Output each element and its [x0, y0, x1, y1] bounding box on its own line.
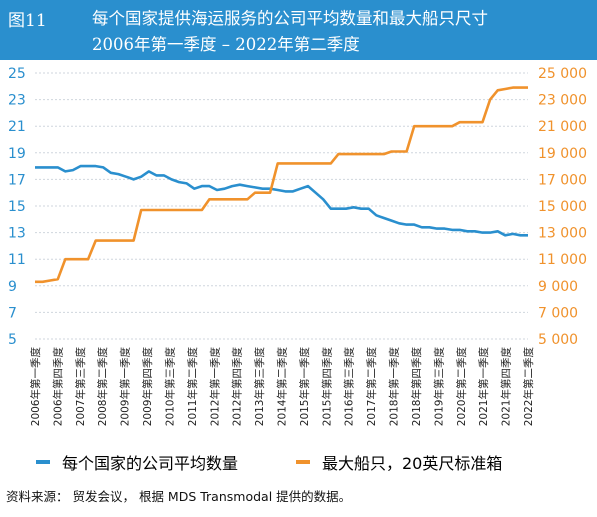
legend-item-companies: 每个国家的公司平均数量	[36, 450, 238, 474]
left-axis-tick-label: 25	[8, 66, 26, 82]
chart-title: 每个国家提供海运服务的公司平均数量和最大船只尺寸	[92, 9, 488, 28]
legend-swatch-ship-size	[296, 460, 310, 464]
grid-lines	[35, 72, 528, 340]
source-note: 资料来源： 贸发会议， 根据 MDS Transmodal 提供的数据。	[6, 489, 352, 504]
x-axis-tick-label: 2009年第四季度	[141, 347, 154, 427]
x-axis-tick-label: 2007年第三季度	[74, 347, 87, 427]
legend-swatch-companies	[36, 460, 50, 464]
left-axis-tick-label: 21	[8, 119, 26, 135]
x-axis-tick-label: 2021年第一季度	[477, 347, 490, 427]
left-axis-tick-label: 19	[8, 146, 26, 162]
x-axis-tick-label: 2022年第二季度	[522, 347, 535, 427]
x-axis-tick-label: 2009年第一季度	[119, 347, 132, 427]
x-axis-tick-label: 2014年第二季度	[276, 347, 289, 427]
right-axis-tick-label: 11 000	[538, 252, 587, 268]
legend-item-ship-size: 最大船只，20英尺标准箱	[296, 450, 502, 474]
left-axis-tick-label: 23	[8, 93, 26, 109]
left-axis-tick-label: 17	[8, 172, 26, 188]
right-axis-tick-label: 25 000	[538, 66, 587, 82]
x-axis-tick-label: 2018年第四季度	[410, 347, 423, 427]
series-line-ship-size	[35, 86, 528, 284]
x-axis-tick-label: 2012年第四季度	[231, 347, 244, 427]
x-axis-tick-label: 2012年第一季度	[208, 347, 221, 427]
x-axis-tick-label: 2015年第一季度	[298, 347, 311, 427]
x-axis-tick-label: 2018年第一季度	[388, 347, 401, 427]
x-axis-tick-label: 2015年第四季度	[320, 347, 333, 427]
left-axis-tick-label: 9	[8, 279, 17, 295]
left-axis-tick-label: 7	[8, 305, 17, 321]
line-chart: 5 7 9 11 13 15 17 19 21 23 25 5 000 7 000 9 000 11 00…	[8, 66, 587, 427]
series-line-companies	[35, 164, 528, 237]
right-axis-tick-label: 15 000	[538, 199, 587, 215]
left-axis-tick-label: 13	[8, 226, 26, 242]
right-axis-tick-label: 19 000	[538, 146, 587, 162]
right-axis-tick-label: 13 000	[538, 226, 587, 242]
x-axis-tick-label: 2011年第二季度	[186, 347, 199, 427]
x-axis-tick-label: 2010年第三季度	[163, 347, 176, 427]
x-axis-tick-label: 2006年第一季度	[29, 347, 42, 427]
x-axis-tick-label: 2013年第三季度	[253, 347, 266, 427]
x-axis-tick-label: 2008年第二季度	[96, 347, 109, 427]
legend-label-companies: 每个国家的公司平均数量	[62, 454, 239, 473]
right-axis-tick-label: 7 000	[538, 305, 578, 321]
legend: 每个国家的公司平均数量 最大船只，20英尺标准箱	[0, 446, 597, 476]
left-axis-tick-label: 15	[8, 199, 26, 215]
chart-subtitle: 2006年第一季度 – 2022年第二季度	[92, 35, 360, 54]
left-axis-ticks: 5 7 9 11 13 15 17 19 21 23 25	[8, 66, 26, 348]
x-axis-tick-label: 2006年第四季度	[51, 347, 64, 427]
right-axis-tick-label: 5 000	[538, 332, 578, 348]
left-axis-tick-label: 5	[8, 332, 17, 348]
right-axis-tick-label: 17 000	[538, 172, 587, 188]
figure-label: 图11	[8, 11, 47, 31]
right-axis-tick-label: 21 000	[538, 119, 587, 135]
legend-label-ship-size: 最大船只，20英尺标准箱	[322, 454, 503, 473]
x-axis-tick-label: 2016年第三季度	[343, 347, 356, 427]
x-axis-ticks: 2006年第一季度 2006年第四季度 2007年第三季度 2008年第二季度 2009…	[29, 347, 535, 427]
right-axis-tick-label: 9 000	[538, 279, 578, 295]
x-axis-tick-label: 2017年第二季度	[365, 347, 378, 427]
series-layer	[35, 86, 528, 284]
right-axis-ticks: 5 000 7 000 9 000 11 000 13 000 15 000 17 000 1…	[538, 66, 587, 348]
left-axis-tick-label: 11	[8, 252, 26, 268]
chart-header: 图11 每个国家提供海运服务的公司平均数量和最大船只尺寸 2006年第一季度 –…	[0, 0, 597, 60]
right-axis-tick-label: 23 000	[538, 93, 587, 109]
x-axis-tick-label: 2021年第四季度	[500, 347, 513, 427]
x-axis-tick-label: 2020年第二季度	[455, 347, 468, 427]
x-axis-tick-label: 2019年第三季度	[432, 347, 445, 427]
